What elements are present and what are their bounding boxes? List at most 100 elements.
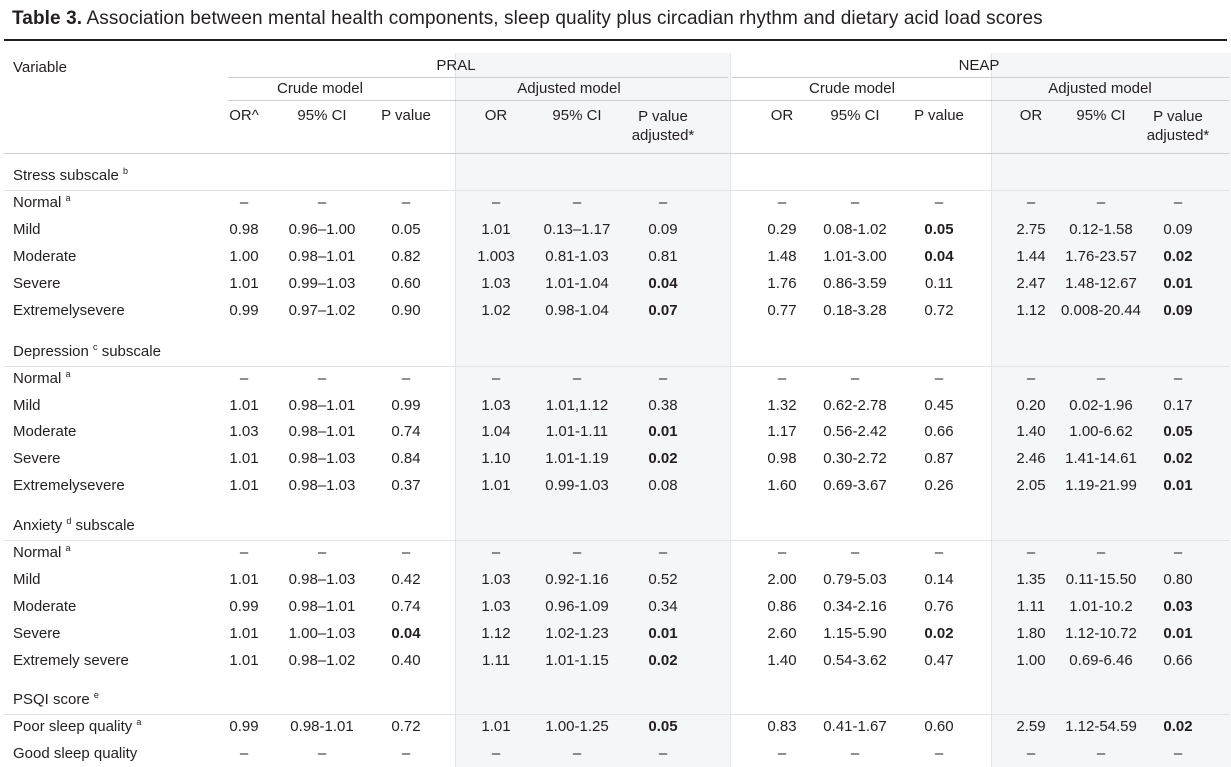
section-rule xyxy=(4,540,1229,541)
table-cell: 1.11 xyxy=(1016,597,1046,615)
table-cell: 2.75 xyxy=(1016,220,1046,238)
table-cell: 0.92-1.16 xyxy=(545,570,609,588)
table-cell: 0.04 xyxy=(648,274,678,292)
row-label: Extremelysevere xyxy=(13,301,125,319)
table-cell: – xyxy=(572,194,582,211)
table-cell: 0.38 xyxy=(648,396,678,414)
table-cell: 0.98–1.01 xyxy=(288,247,356,265)
table-cell: 0.04 xyxy=(924,247,954,265)
table-cell: 2.60 xyxy=(767,624,797,642)
table-cell: 1.12 xyxy=(1016,301,1046,319)
table-cell: 1.01-3.00 xyxy=(823,247,887,265)
table-cell: – xyxy=(401,194,411,211)
table-cell: 1.35 xyxy=(1016,570,1046,588)
table-cell: 1.48 xyxy=(767,247,797,265)
table-cell: 0.08 xyxy=(648,476,678,494)
table-cell: 1.76-23.57 xyxy=(1065,247,1137,265)
shade-neap-adjusted xyxy=(991,53,1231,767)
table-cell: 0.01 xyxy=(1163,624,1193,642)
table-cell: 0.02 xyxy=(1163,450,1193,468)
group-rule-neap xyxy=(732,77,1229,78)
table-cell: – xyxy=(1026,194,1036,211)
table-cell: 1.01 xyxy=(229,624,259,642)
table-cell: – xyxy=(572,370,582,387)
table-cell: 1.01 xyxy=(229,274,259,292)
table-cell: – xyxy=(1173,194,1183,211)
table-cell: – xyxy=(491,370,501,387)
table-cell: 0.98–1.01 xyxy=(288,423,356,441)
table-cell: 1.01 xyxy=(229,396,259,414)
table-cell: – xyxy=(1096,194,1106,211)
table-cell: 0.98–1.03 xyxy=(288,476,356,494)
table-cell: 0.54-3.62 xyxy=(823,651,887,669)
table-cell: – xyxy=(1173,544,1183,561)
table-cell: 0.60 xyxy=(391,274,421,292)
section-rule xyxy=(4,366,1229,367)
table-cell: 0.09 xyxy=(648,220,678,238)
table-cell: 1.00 xyxy=(229,247,259,265)
table-cell: 0.98–1.01 xyxy=(288,597,356,615)
row-label: Severe xyxy=(13,274,61,292)
table-cell: – xyxy=(850,194,860,211)
table-cell: 0.08-1.02 xyxy=(823,220,887,238)
section-header: PSQI score e xyxy=(13,690,99,709)
table-cell: – xyxy=(239,544,249,561)
row-label: Extremely severe xyxy=(13,651,129,669)
table-cell: 2.46 xyxy=(1016,450,1046,468)
table-cell: 1.03 xyxy=(229,423,259,441)
table-cell: 1.19-21.99 xyxy=(1065,476,1137,494)
table-cell: 0.29 xyxy=(767,220,797,238)
table-cell: 0.74 xyxy=(391,423,421,441)
footnote-marker: e xyxy=(93,690,99,700)
column-header: 95% CI xyxy=(1076,107,1126,124)
table-cell: 0.66 xyxy=(924,423,954,441)
header-rule xyxy=(4,153,1229,154)
table-cell: – xyxy=(1026,370,1036,387)
table-cell: 0.12-1.58 xyxy=(1069,220,1133,238)
table-cell: 1.01-1.04 xyxy=(545,274,609,292)
table-cell: 0.98 xyxy=(229,220,259,238)
table-cell: 0.99 xyxy=(391,396,421,414)
column-header-line: P value xyxy=(638,108,688,125)
model-header: Crude model xyxy=(809,80,895,97)
table-cell: 0.34-2.16 xyxy=(823,597,887,615)
table-cell: 1.01 xyxy=(229,570,259,588)
table-cell: – xyxy=(572,744,582,762)
table-cell: 2.47 xyxy=(1016,274,1046,292)
table-cell: 1.11 xyxy=(481,651,511,669)
column-header: 95% CI xyxy=(552,107,602,124)
table-cell: 1.00 xyxy=(1016,651,1046,669)
table-cell: 0.20 xyxy=(1016,396,1046,414)
table-cell: 0.02 xyxy=(924,624,954,642)
table-cell: 0.98–1.01 xyxy=(288,396,356,414)
table-cell: 0.09 xyxy=(1163,301,1193,319)
footnote-marker: a xyxy=(136,717,142,727)
table-cell: 0.60 xyxy=(924,718,954,735)
row-label: Mild xyxy=(13,396,41,414)
table-cell: 0.98-1.01 xyxy=(290,718,354,735)
table-cell: – xyxy=(239,744,249,762)
column-header: 95% CI xyxy=(830,107,880,124)
table-cell: 1.03 xyxy=(481,597,511,615)
table-cell: 0.99 xyxy=(229,718,259,735)
table-cell: 1.01-1.19 xyxy=(545,450,609,468)
table-cell: 0.11 xyxy=(924,274,954,292)
table-cell: – xyxy=(401,544,411,561)
table-cell: 0.81-1.03 xyxy=(545,247,609,265)
group-header-neap: NEAP xyxy=(958,57,1000,74)
table-cell: 0.34 xyxy=(648,597,678,615)
table-cell: 0.96-1.09 xyxy=(545,597,609,615)
column-header-line: P value xyxy=(1153,108,1203,125)
table-cell: 0.09 xyxy=(1163,220,1193,238)
table-cell: 0.90 xyxy=(391,301,421,319)
model-header: Crude model xyxy=(277,80,363,97)
table-cell: 0.008-20.44 xyxy=(1060,301,1142,319)
table-cell: – xyxy=(850,544,860,561)
table-cell: 0.05 xyxy=(1163,423,1193,441)
column-header: P value adjusted* xyxy=(1147,107,1210,145)
table-cell: – xyxy=(934,744,944,762)
table-cell: 1.41-14.61 xyxy=(1065,450,1137,468)
footnote-marker: c xyxy=(93,342,98,352)
table-cell: – xyxy=(934,370,944,387)
table-cell: – xyxy=(239,194,249,211)
